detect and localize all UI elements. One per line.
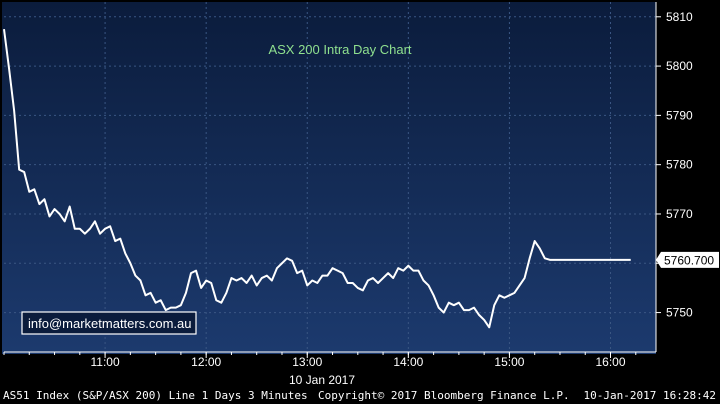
- plot-area: [2, 2, 656, 354]
- chart-title: ASX 200 Intra Day Chart: [268, 42, 411, 57]
- x-tick-label: 16:00: [595, 355, 625, 369]
- y-tick-label: 5770: [666, 207, 693, 221]
- y-tick-label: 5810: [666, 10, 693, 24]
- grid-lines: [4, 2, 656, 352]
- y-tick-label: 5780: [666, 158, 693, 172]
- x-tick-label: 14:00: [393, 355, 423, 369]
- x-tick-label: 15:00: [494, 355, 524, 369]
- y-tick-label: 5790: [666, 108, 693, 122]
- x-axis-date-label: 10 Jan 2017: [289, 373, 355, 387]
- axes: 575057605770578057905800581011:0012:0013…: [3, 2, 719, 369]
- footer-right: 10-Jan-2017 16:28:42: [584, 389, 716, 402]
- last-value-badge: [656, 251, 719, 268]
- y-tick-label: 5800: [666, 59, 693, 73]
- footer: AS51 Index (S&P/ASX 200) Line 1 Days 3 M…: [3, 389, 716, 402]
- x-tick-label: 12:00: [191, 355, 221, 369]
- y-tick-label: 5750: [666, 306, 693, 320]
- last-value-label: 5760.700: [664, 253, 714, 267]
- footer-center: Copyright© 2017 Bloomberg Finance L.P.: [318, 389, 570, 402]
- labels: ASX 200 Intra Day Chart 10 Jan 2017: [268, 42, 411, 387]
- last-value-marker: 5760.700: [656, 251, 719, 268]
- series-layer: [3, 28, 631, 329]
- watermark-text: info@marketmatters.com.au: [28, 316, 191, 331]
- footer-left: AS51 Index (S&P/ASX 200) Line 1 Days 3 M…: [3, 389, 308, 402]
- watermark-box: info@marketmatters.com.au: [21, 311, 197, 335]
- price-line: [3, 28, 631, 329]
- x-tick-label: 13:00: [292, 355, 322, 369]
- x-tick-label: 11:00: [91, 355, 120, 369]
